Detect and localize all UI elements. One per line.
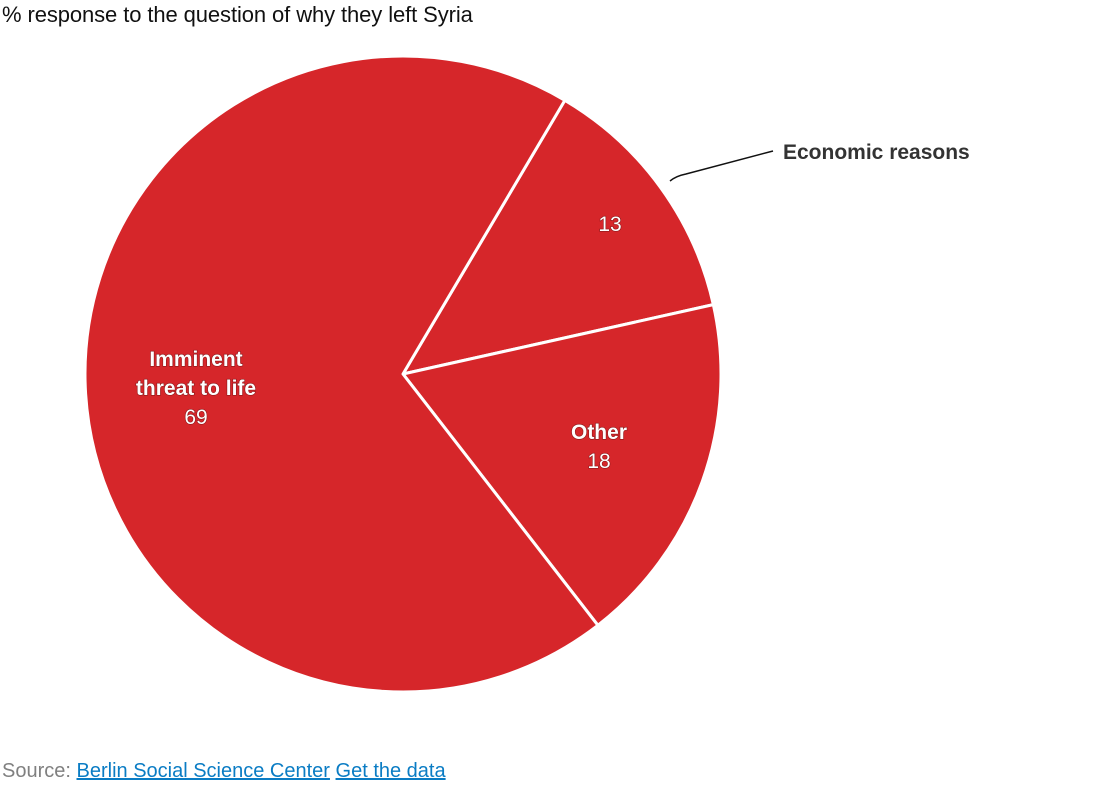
imminent-value-label: 69	[184, 406, 207, 429]
pie-slices	[83, 54, 723, 694]
source-link[interactable]: Berlin Social Science Center	[76, 760, 330, 782]
callout-leader-line	[669, 150, 774, 182]
chart-title: % response to the question of why they l…	[2, 2, 473, 27]
economic-value-label: 13	[598, 213, 621, 236]
imminent-name-line1: Imminent	[149, 348, 242, 371]
source-line: Source: Berlin Social Science Center Get…	[2, 760, 446, 783]
imminent-name-line2: threat to life	[136, 377, 256, 400]
pie-slice-economic-reasons	[401, 98, 715, 376]
pie-slice-imminent-threat-to-life	[83, 54, 600, 694]
economic-callout-label: Economic reasons	[783, 141, 970, 164]
other-value-label: 18	[587, 450, 610, 473]
pie-slice-other	[401, 303, 723, 627]
source-prefix: Source:	[2, 760, 71, 782]
get-data-link[interactable]: Get the data	[335, 760, 446, 782]
other-name-label: Other	[571, 421, 627, 444]
